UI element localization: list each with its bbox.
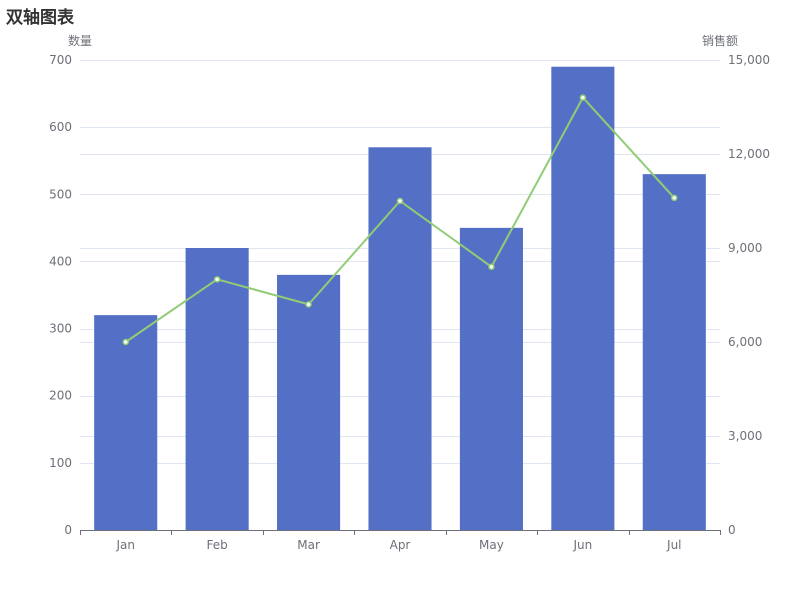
x-tick-label-apr: Apr xyxy=(390,538,411,552)
left-tick-label: 700 xyxy=(49,53,72,67)
bar-jun xyxy=(551,66,615,530)
bar-mar xyxy=(277,274,341,530)
bar-apr xyxy=(368,147,432,531)
left-tick-label: 0 xyxy=(64,523,72,537)
x-tick-label-mar: Mar xyxy=(297,538,320,552)
line-point-jan xyxy=(122,338,129,346)
x-tick-label-jan: Jan xyxy=(115,538,135,552)
x-tick-label-feb: Feb xyxy=(207,538,228,552)
line-point-apr xyxy=(396,197,404,205)
left-tick-label: 300 xyxy=(49,322,72,336)
bar-feb xyxy=(185,248,249,530)
right-tick-label: 0 xyxy=(728,523,736,537)
line-point-may xyxy=(488,263,495,271)
right-tick-label: 9,000 xyxy=(728,241,762,255)
left-tick-label: 600 xyxy=(49,120,72,134)
x-tick-label-may: May xyxy=(479,538,504,552)
bar-may xyxy=(459,227,523,530)
bar-jan xyxy=(94,315,158,530)
right-tick-label: 6,000 xyxy=(728,335,762,349)
left-tick-label: 200 xyxy=(49,389,72,403)
left-axis-label: 数量 xyxy=(68,34,93,48)
line-point-jul xyxy=(671,194,678,202)
left-tick-label: 100 xyxy=(49,456,72,470)
right-axis-label: 销售额 xyxy=(702,34,739,48)
right-tick-label: 3,000 xyxy=(728,429,762,443)
right-tick-label: 12,000 xyxy=(728,147,770,161)
bar-jul xyxy=(642,174,706,530)
right-tick-label: 15,000 xyxy=(728,53,770,67)
line-point-feb xyxy=(213,276,221,283)
line-point-mar xyxy=(305,301,312,308)
left-tick-label: 500 xyxy=(49,187,72,201)
x-tick-label-jun: Jun xyxy=(572,538,592,552)
chart-title: 双轴图表 xyxy=(6,8,74,28)
left-tick-label: 400 xyxy=(49,254,72,268)
line-point-jun xyxy=(579,94,587,101)
x-tick-label-jul: Jul xyxy=(666,538,681,552)
